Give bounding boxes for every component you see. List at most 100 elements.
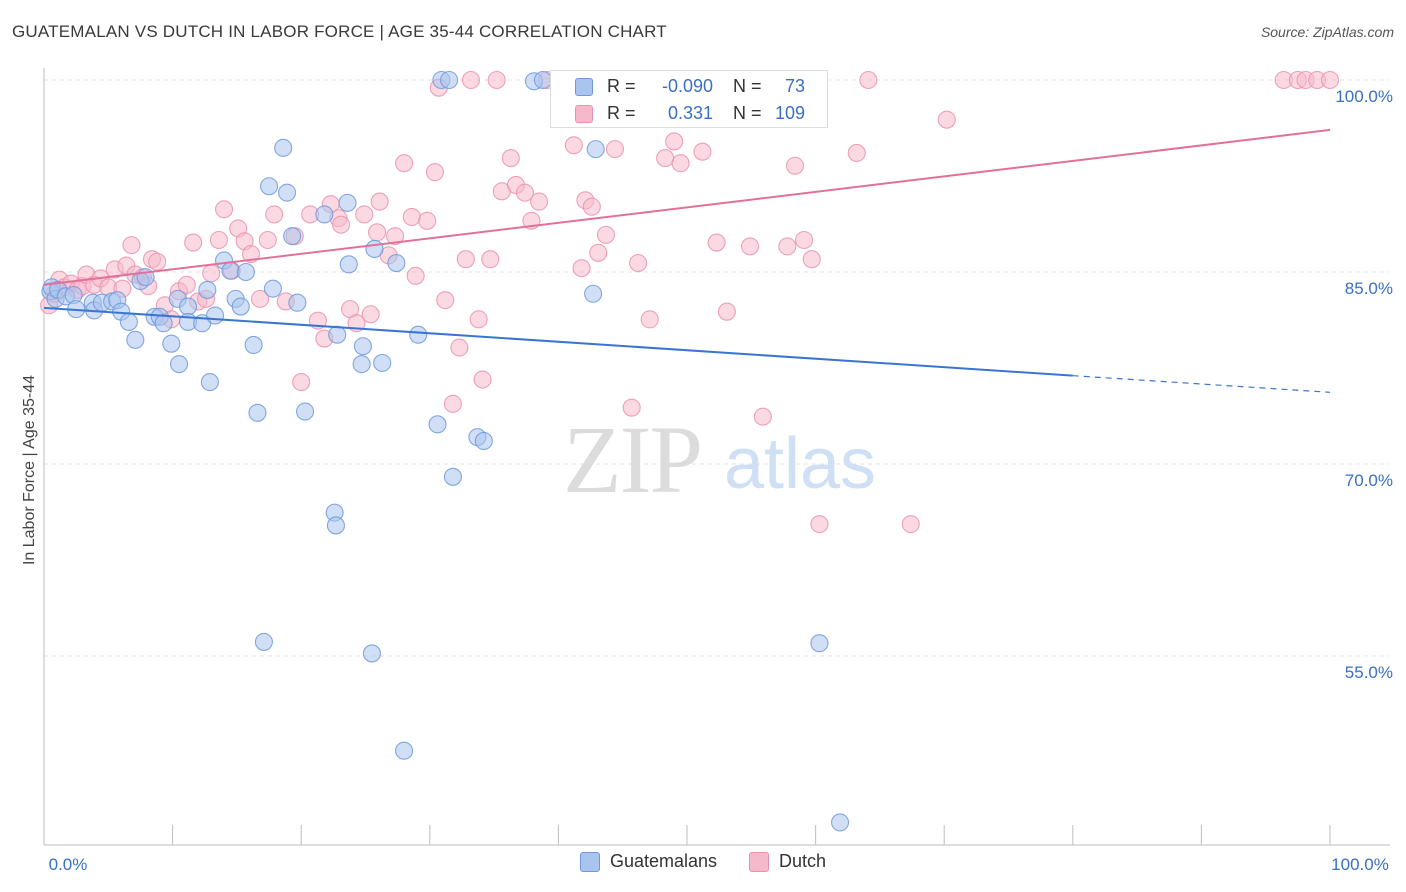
- guatemalan-point: [365, 239, 384, 259]
- chart-title: GUATEMALAN VS DUTCH IN LABOR FORCE | AGE…: [12, 22, 667, 41]
- dutch-point: [473, 370, 492, 389]
- guatemalan-point: [198, 280, 217, 299]
- dutch-point: [370, 192, 389, 211]
- dutch-point: [292, 373, 311, 392]
- dutch-point: [202, 264, 221, 283]
- legend-item-dutch[interactable]: Dutch: [749, 851, 826, 872]
- dutch-point: [589, 243, 608, 262]
- n-label: N =: [733, 76, 762, 96]
- dutch-point: [214, 200, 234, 219]
- dutch-point: [717, 302, 736, 321]
- x-tick-label: 100.0%: [1331, 855, 1389, 874]
- legend-label-guatemalans: Guatemalans: [609, 851, 718, 871]
- legend-item-guatemalans[interactable]: Guatemalans: [579, 851, 718, 872]
- dutch-point: [395, 154, 414, 173]
- n-value: 73: [784, 76, 805, 96]
- dutch-point: [501, 149, 520, 168]
- dutch-point: [250, 289, 270, 308]
- dutch-point: [122, 236, 141, 255]
- dutch-point: [443, 394, 462, 413]
- dutch-point: [707, 233, 726, 252]
- guatemalan-point: [248, 403, 267, 422]
- guatemalans-swatch: [575, 78, 593, 96]
- dutch-point: [461, 70, 481, 90]
- guatemalan-point: [263, 279, 282, 298]
- r-value: 0.331: [667, 103, 713, 123]
- dutch-point: [656, 149, 675, 168]
- dutch-point: [665, 132, 684, 151]
- guatemalans-trend-line: [43, 306, 1073, 377]
- guatemalan-point: [810, 634, 829, 653]
- r-label: R =: [607, 76, 636, 96]
- dutch-point: [859, 70, 878, 90]
- guatemalan-point: [328, 325, 347, 344]
- guatemalan-point: [830, 813, 850, 832]
- dutch-point: [258, 230, 277, 250]
- guatemalan-point: [278, 183, 297, 202]
- dutch-point: [605, 140, 625, 159]
- guatemalan-point: [169, 355, 189, 374]
- dutch-point: [785, 156, 805, 175]
- guatemalan-point: [409, 325, 428, 344]
- dutch-point: [487, 70, 506, 90]
- source-label: Source: ZipAtlas.com: [1260, 24, 1394, 40]
- dutch-point: [740, 237, 760, 256]
- guatemalan-point: [428, 415, 447, 434]
- x-tick-label: 0.0%: [49, 855, 88, 874]
- guatemalan-point: [154, 314, 173, 333]
- guatemalan-point: [283, 227, 302, 246]
- dutch-point: [355, 205, 374, 224]
- dutch-point: [596, 225, 616, 244]
- dutch-point: [481, 250, 500, 269]
- dutch-point: [810, 515, 829, 534]
- y-tick-label: 70.0%: [1345, 471, 1393, 490]
- dutch-point: [671, 154, 690, 173]
- guatemalan-point: [296, 402, 315, 421]
- dutch-point: [184, 233, 203, 252]
- dutch-point: [572, 259, 591, 278]
- dutch-point: [241, 245, 261, 264]
- watermark-atlas: atlas: [724, 424, 876, 504]
- guatemalans-swatch: [579, 851, 600, 872]
- guatemalan-point: [387, 253, 406, 273]
- dutch-point: [368, 223, 387, 242]
- guatemalan-point: [126, 330, 145, 349]
- dutch-point: [456, 250, 475, 269]
- dutch-point: [209, 230, 228, 250]
- dutch-point: [332, 215, 351, 234]
- dutch-point: [515, 183, 535, 202]
- dutch-point: [402, 207, 421, 227]
- dutch-point: [450, 338, 469, 357]
- guatemalan-point: [236, 262, 255, 282]
- guatemalan-point: [200, 373, 219, 392]
- dutch-point: [436, 291, 455, 310]
- guatemalan-point: [338, 193, 357, 212]
- watermark: ZIP atlas: [563, 406, 876, 513]
- guatemalan-point: [339, 255, 358, 274]
- dutch-swatch: [575, 105, 593, 123]
- dutch-point: [361, 305, 380, 324]
- guatemalan-point: [353, 337, 372, 356]
- watermark-zip: ZIP: [563, 406, 701, 513]
- guatemalan-point: [162, 334, 181, 353]
- guatemalan-point: [231, 297, 250, 316]
- guatemalan-point: [221, 261, 240, 280]
- guatemalan-point: [288, 293, 307, 312]
- guatemalan-point: [119, 312, 138, 331]
- stats-row-dutch: R = 0.331 N = 109: [551, 100, 827, 128]
- data-points: [40, 70, 1340, 832]
- axes: [43, 68, 1390, 846]
- dutch-point: [802, 250, 821, 269]
- guatemalan-point: [474, 431, 493, 451]
- dutch-point: [753, 407, 772, 426]
- y-tick-label: 55.0%: [1345, 663, 1393, 682]
- guatemalans-trend-extension: [1072, 375, 1331, 393]
- stats-row-guatemalans: R = -0.090 N = 73: [551, 73, 827, 101]
- dutch-point: [794, 230, 814, 250]
- dutch-point: [901, 515, 920, 534]
- dutch-point: [386, 227, 405, 246]
- dutch-point: [693, 142, 712, 161]
- dutch-point: [937, 110, 956, 129]
- dutch-point: [265, 205, 284, 224]
